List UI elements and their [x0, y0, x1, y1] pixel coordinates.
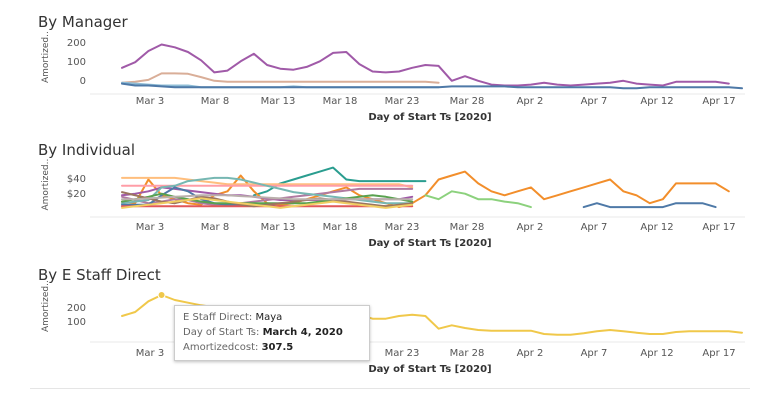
tooltip-value-day: March 4, 2020	[262, 327, 343, 338]
by-e-staff-direct-title: By E Staff Direct	[38, 266, 161, 284]
x-tick-label: Apr 7	[581, 222, 608, 233]
x-tick-label: Apr 17	[702, 348, 735, 359]
x-tick-label: Mar 8	[201, 96, 229, 107]
tooltip-label-staff: E Staff Direct:	[183, 312, 253, 323]
by-manager-title: By Manager	[38, 13, 128, 31]
y-axis-label: Amortized..	[41, 159, 51, 211]
x-tick-label: Mar 23	[385, 96, 420, 107]
y-tick-label: 200	[67, 38, 86, 49]
y-tick-label: 0	[80, 76, 86, 87]
x-tick-label: Mar 3	[136, 96, 164, 107]
x-tick-label: Apr 2	[517, 96, 544, 107]
x-tick-label: Apr 2	[517, 348, 544, 359]
x-tick-label: Apr 17	[702, 222, 735, 233]
y-tick-label: $40	[67, 174, 86, 185]
x-tick-label: Apr 12	[640, 96, 673, 107]
x-tick-label: Mar 28	[450, 96, 485, 107]
x-tick-label: Mar 3	[136, 222, 164, 233]
by-individual-title: By Individual	[38, 141, 135, 159]
x-tick-label: Mar 13	[261, 222, 296, 233]
y-axis-label: Amortized..	[41, 280, 51, 332]
y-tick-label: 200	[67, 303, 86, 314]
series-line-4[interactable]	[121, 176, 414, 189]
x-tick-label: Apr 7	[581, 348, 608, 359]
tooltip-label-day: Day of Start Ts:	[183, 327, 260, 338]
x-tick-label: Mar 23	[385, 222, 420, 233]
bottom-divider	[30, 388, 750, 389]
x-tick-label: Mar 8	[201, 222, 229, 233]
x-axis-label: Day of Start Ts [2020]	[368, 238, 491, 249]
x-tick-label: Apr 12	[640, 222, 673, 233]
tooltip-label-cost: Amortizedcost:	[183, 342, 259, 353]
x-tick-label: Apr 12	[640, 348, 673, 359]
y-tick-label: $20	[67, 189, 86, 200]
x-tick-label: Mar 13	[261, 96, 296, 107]
by-e-staff-direct-panel: By E Staff Direct	[0, 0, 780, 284]
x-tick-label: Mar 18	[323, 222, 358, 233]
data-tooltip: E Staff Direct: Maya Day of Start Ts: Ma…	[174, 305, 370, 361]
series-line-7[interactable]	[121, 187, 414, 206]
tooltip-value-cost: 307.5	[261, 342, 294, 353]
x-tick-label: Mar 28	[450, 222, 485, 233]
y-axis-label: Amortized..	[41, 31, 51, 83]
y-tick-label: 100	[67, 317, 86, 328]
series-line-14[interactable]	[121, 194, 414, 201]
chart-1: Amortized.. $20 $40 Mar 3 Mar 8 Mar 13 Mar 18 M…	[41, 159, 745, 249]
by-individual-panel: By Individual	[0, 0, 780, 159]
highlighted-point[interactable]	[157, 291, 166, 299]
series-line-10[interactable]	[121, 192, 414, 205]
x-tick-label: Mar 18	[323, 96, 358, 107]
series-line-0[interactable]	[121, 43, 730, 87]
chart-0: Amortized.. 0 100 200 Mar 3 Mar 8 Mar 13 Mar 18…	[41, 31, 745, 123]
x-tick-label: Mar 28	[450, 348, 485, 359]
x-tick-label: Apr 2	[517, 222, 544, 233]
x-tick-label: Apr 7	[581, 96, 608, 107]
tooltip-value-staff: Maya	[255, 312, 283, 323]
x-tick-label: Apr 17	[702, 96, 735, 107]
series-line-1[interactable]	[121, 72, 440, 84]
series-line-3[interactable]	[582, 202, 717, 209]
by-manager-panel: By Manager	[0, 0, 780, 130]
y-tick-label: 100	[67, 57, 86, 68]
x-axis-label: Day of Start Ts [2020]	[368, 112, 491, 123]
x-tick-label: Mar 3	[136, 348, 164, 359]
series-line-3[interactable]	[121, 82, 743, 90]
series-line-8[interactable]	[121, 176, 414, 205]
x-tick-label: Mar 23	[385, 348, 420, 359]
x-axis-label: Day of Start Ts [2020]	[368, 364, 491, 375]
series-line-13[interactable]	[121, 197, 414, 209]
series-line-2[interactable]	[424, 190, 532, 209]
series-line-0[interactable]	[252, 166, 427, 197]
